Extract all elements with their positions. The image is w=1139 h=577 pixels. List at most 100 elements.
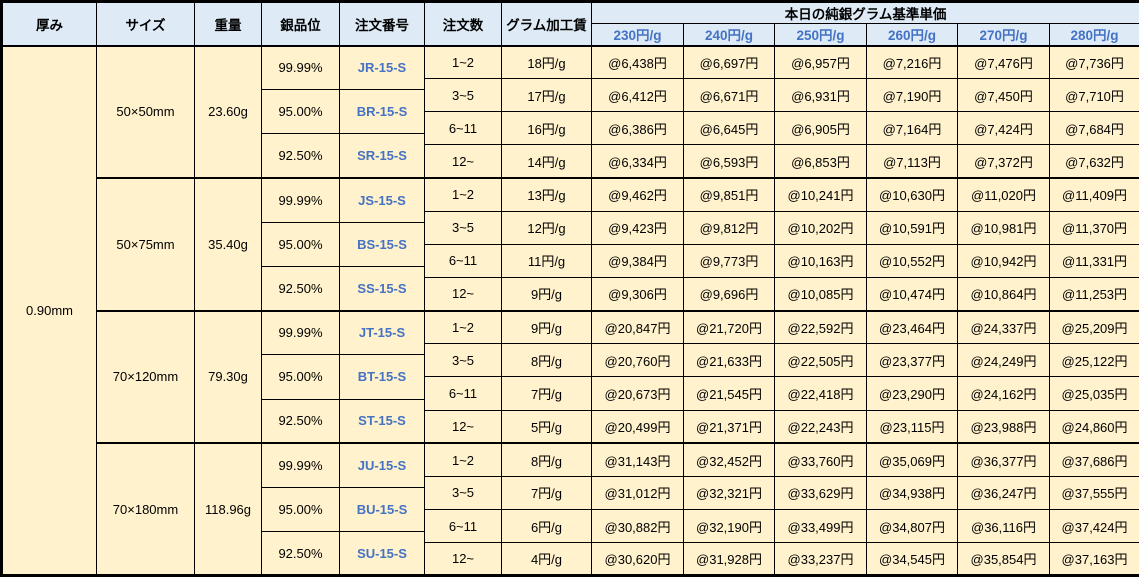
header-thickness: 厚み <box>2 2 97 46</box>
header-gram-fee: グラム加工賃 <box>502 2 592 46</box>
purity-cell: 95.00% <box>262 487 340 531</box>
price-cell: @10,241円 <box>775 178 867 211</box>
price-cell: @7,710円 <box>1050 79 1139 112</box>
price-cell: @34,938円 <box>867 476 958 509</box>
price-cell: @10,552円 <box>867 244 958 277</box>
purity-cell: 95.00% <box>262 222 340 266</box>
price-cell: @33,629円 <box>775 476 867 509</box>
price-cell: @10,942円 <box>958 244 1050 277</box>
price-cell: @6,957円 <box>775 46 867 79</box>
price-cell: @24,860円 <box>1050 410 1139 443</box>
header-weight: 重量 <box>195 2 262 46</box>
price-cell: @21,720円 <box>684 311 775 344</box>
order-number-link[interactable]: SR-15-S <box>340 134 425 178</box>
header-tier-250: 250円/g <box>775 24 867 46</box>
price-cell: @35,069円 <box>867 443 958 476</box>
gram-fee-cell: 17円/g <box>502 79 592 112</box>
purity-cell: 95.00% <box>262 90 340 134</box>
price-cell: @37,555円 <box>1050 476 1139 509</box>
header-size: サイズ <box>97 2 195 46</box>
price-cell: @6,438円 <box>592 46 684 79</box>
price-cell: @24,337円 <box>958 311 1050 344</box>
price-cell: @31,143円 <box>592 443 684 476</box>
gram-fee-cell: 5円/g <box>502 410 592 443</box>
price-cell: @23,464円 <box>867 311 958 344</box>
order-number-link[interactable]: JS-15-S <box>340 178 425 222</box>
order-number-link[interactable]: SU-15-S <box>340 532 425 576</box>
order-number-link[interactable]: BU-15-S <box>340 487 425 531</box>
price-cell: @7,736円 <box>1050 46 1139 79</box>
gram-fee-cell: 18円/g <box>502 46 592 79</box>
size-cell: 50×50mm <box>97 46 195 179</box>
price-cell: @21,371円 <box>684 410 775 443</box>
price-cell: @37,163円 <box>1050 543 1139 576</box>
order-number-link[interactable]: SS-15-S <box>340 266 425 310</box>
weight-cell: 79.30g <box>195 311 262 444</box>
price-cell: @21,633円 <box>684 344 775 377</box>
order-qty-cell: 3~5 <box>425 79 502 112</box>
price-cell: @20,847円 <box>592 311 684 344</box>
gram-fee-cell: 14円/g <box>502 145 592 178</box>
price-cell: @10,085円 <box>775 277 867 310</box>
price-cell: @34,807円 <box>867 509 958 542</box>
gram-fee-cell: 9円/g <box>502 311 592 344</box>
order-number-link[interactable]: BT-15-S <box>340 355 425 399</box>
order-number-link[interactable]: BR-15-S <box>340 90 425 134</box>
price-cell: @25,122円 <box>1050 344 1139 377</box>
price-cell: @6,697円 <box>684 46 775 79</box>
purity-cell: 92.50% <box>262 532 340 576</box>
gram-fee-cell: 8円/g <box>502 443 592 476</box>
price-cell: @7,684円 <box>1050 112 1139 145</box>
price-cell: @30,620円 <box>592 543 684 576</box>
price-cell: @6,593円 <box>684 145 775 178</box>
size-cell: 70×180mm <box>97 443 195 576</box>
order-qty-cell: 6~11 <box>425 244 502 277</box>
order-qty-cell: 1~2 <box>425 311 502 344</box>
price-cell: @6,334円 <box>592 145 684 178</box>
order-qty-cell: 1~2 <box>425 46 502 79</box>
order-qty-cell: 1~2 <box>425 178 502 211</box>
purity-cell: 99.99% <box>262 46 340 90</box>
price-cell: @11,020円 <box>958 178 1050 211</box>
price-cell: @22,592円 <box>775 311 867 344</box>
price-cell: @9,773円 <box>684 244 775 277</box>
gram-fee-cell: 4円/g <box>502 543 592 576</box>
price-cell: @35,854円 <box>958 543 1050 576</box>
price-cell: @20,499円 <box>592 410 684 443</box>
purity-cell: 99.99% <box>262 178 340 222</box>
order-number-link[interactable]: JT-15-S <box>340 311 425 355</box>
gram-fee-cell: 8円/g <box>502 344 592 377</box>
price-cell: @10,202円 <box>775 211 867 244</box>
price-cell: @7,450円 <box>958 79 1050 112</box>
header-tier-230: 230円/g <box>592 24 684 46</box>
order-number-link[interactable]: ST-15-S <box>340 399 425 443</box>
gram-fee-cell: 7円/g <box>502 476 592 509</box>
header-order-number: 注文番号 <box>340 2 425 46</box>
price-cell: @7,113円 <box>867 145 958 178</box>
price-cell: @33,760円 <box>775 443 867 476</box>
price-cell: @32,190円 <box>684 509 775 542</box>
header-tier-280: 280円/g <box>1050 24 1139 46</box>
price-cell: @33,237円 <box>775 543 867 576</box>
order-number-link[interactable]: JR-15-S <box>340 46 425 90</box>
price-cell: @23,115円 <box>867 410 958 443</box>
price-cell: @11,331円 <box>1050 244 1139 277</box>
price-cell: @9,384円 <box>592 244 684 277</box>
price-cell: @9,696円 <box>684 277 775 310</box>
price-cell: @31,928円 <box>684 543 775 576</box>
order-number-link[interactable]: JU-15-S <box>340 443 425 487</box>
price-cell: @36,116円 <box>958 509 1050 542</box>
price-cell: @7,632円 <box>1050 145 1139 178</box>
thickness-cell: 0.90mm <box>2 46 97 576</box>
price-cell: @21,545円 <box>684 377 775 410</box>
order-number-link[interactable]: BS-15-S <box>340 222 425 266</box>
price-cell: @10,591円 <box>867 211 958 244</box>
price-cell: @34,545円 <box>867 543 958 576</box>
price-cell: @23,377円 <box>867 344 958 377</box>
price-cell: @22,505円 <box>775 344 867 377</box>
price-cell: @37,686円 <box>1050 443 1139 476</box>
